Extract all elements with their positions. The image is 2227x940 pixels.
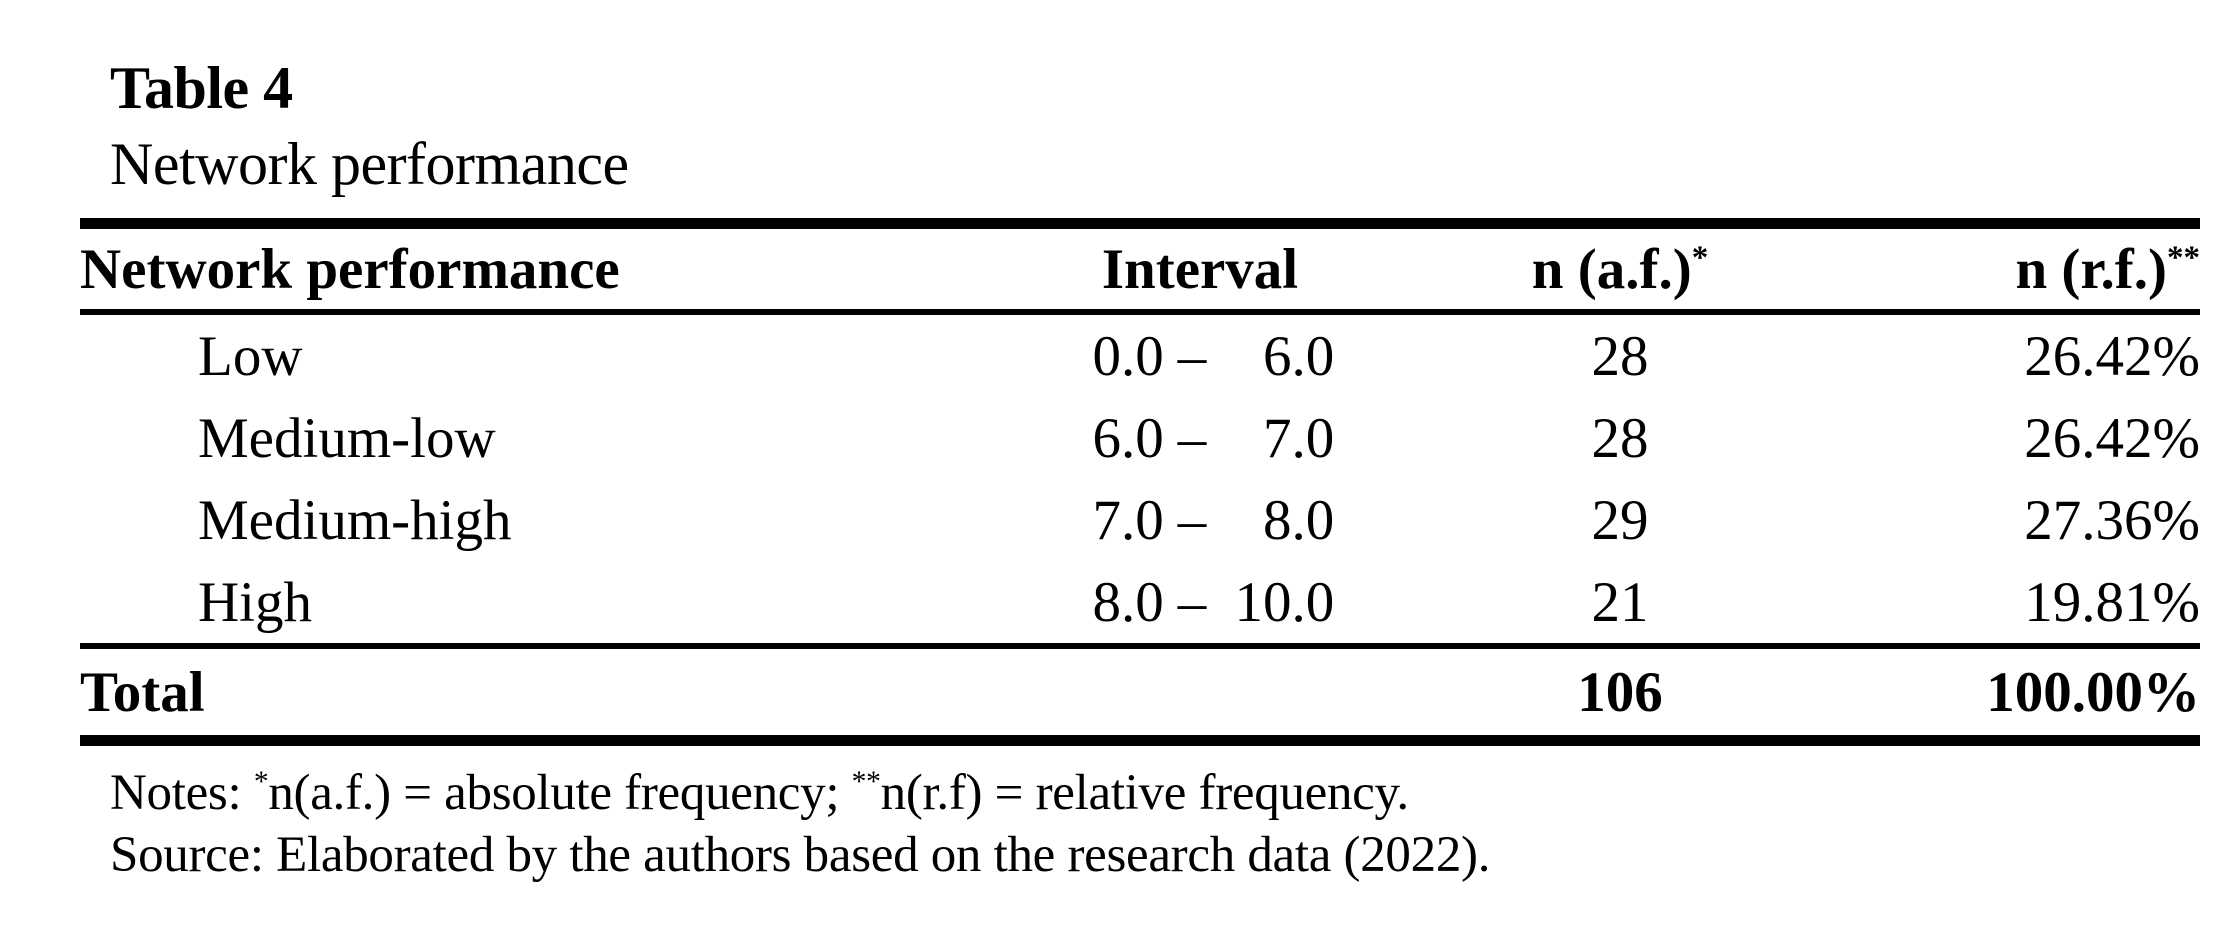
header-interval: Interval bbox=[950, 218, 1450, 315]
total-absolute-frequency: 106 bbox=[1450, 646, 1790, 746]
interval-from: 0.0 bbox=[1092, 324, 1164, 388]
network-performance-table: Network performance Interval n (a.f.)* n… bbox=[80, 218, 2200, 746]
cell-absolute-frequency: 28 bbox=[1591, 406, 1649, 470]
interval-to: 10.0 bbox=[1234, 570, 1335, 634]
interval-dash: – bbox=[1177, 488, 1207, 552]
table-row: High 8.0–10.0 21 19.81% bbox=[80, 561, 2200, 649]
interval-dash: – bbox=[1177, 406, 1207, 470]
total-interval-empty bbox=[950, 646, 1450, 746]
table-notes: Notes: *n(a.f.) = absolute frequency; **… bbox=[110, 762, 2227, 824]
header-network-performance: Network performance bbox=[80, 218, 950, 315]
row-label-medium-low: Medium-low bbox=[198, 406, 496, 470]
header-relative-frequency: n (r.f.)** bbox=[1790, 218, 2200, 315]
total-label: Total bbox=[80, 646, 950, 746]
cell-absolute-frequency: 21 bbox=[1450, 561, 1790, 649]
cell-relative-frequency: 26.42% bbox=[2024, 406, 2200, 470]
total-relative-frequency: 100.00% bbox=[1790, 646, 2200, 746]
notes-rf-asterisks: ** bbox=[851, 766, 881, 798]
header-rf-text: n (r.f.) bbox=[2015, 237, 2167, 301]
table-source: Source: Elaborated by the authors based … bbox=[110, 827, 1491, 883]
interval-to: 7.0 bbox=[1263, 406, 1335, 470]
interval-from: 7.0 bbox=[1092, 488, 1164, 552]
table-row: Medium-low 6.0–7.0 28 26.42% bbox=[80, 397, 2200, 479]
interval-to: 6.0 bbox=[1263, 324, 1335, 388]
cell-interval: 0.0–6.0 bbox=[950, 312, 1450, 397]
row-label-high: High bbox=[80, 561, 950, 649]
total-row: Total 106 100.00% bbox=[80, 646, 2200, 746]
header-row: Network performance Interval n (a.f.)* n… bbox=[80, 218, 2200, 315]
cell-relative-frequency: 26.42% bbox=[2024, 324, 2200, 388]
notes-af-asterisk: * bbox=[253, 766, 269, 798]
cell-interval: 6.0–7.0 bbox=[950, 397, 1450, 479]
table-caption: Network performance bbox=[110, 131, 629, 197]
cell-absolute-frequency: 28 bbox=[1591, 324, 1649, 388]
row-label-medium-high: Medium-high bbox=[198, 488, 512, 552]
notes-prefix: Notes: bbox=[110, 765, 254, 821]
interval-from: 8.0 bbox=[1092, 570, 1164, 634]
notes-af-definition: n(a.f.) = absolute frequency; bbox=[268, 765, 852, 821]
interval-dash: – bbox=[1177, 324, 1207, 388]
cell-absolute-frequency: 29 bbox=[1591, 488, 1649, 552]
header-af-asterisk: * bbox=[1691, 239, 1709, 276]
table-number-title: Table 4 bbox=[110, 55, 293, 121]
cell-interval: 7.0–8.0 bbox=[950, 479, 1450, 561]
header-rf-asterisks: ** bbox=[2166, 239, 2200, 276]
interval-from: 6.0 bbox=[1092, 406, 1164, 470]
header-absolute-frequency: n (a.f.)* bbox=[1450, 218, 1790, 315]
table-row: Low 0.0–6.0 28 26.42% bbox=[80, 312, 2200, 397]
cell-interval: 8.0–10.0 bbox=[950, 561, 1450, 649]
row-label-low: Low bbox=[198, 324, 303, 388]
interval-to: 8.0 bbox=[1263, 488, 1335, 552]
cell-relative-frequency: 27.36% bbox=[2024, 488, 2200, 552]
cell-relative-frequency: 19.81% bbox=[1790, 561, 2200, 649]
header-af-text: n (a.f.) bbox=[1531, 237, 1692, 301]
notes-rf-definition: n(r.f) = relative frequency. bbox=[880, 765, 1410, 821]
interval-dash: – bbox=[1177, 570, 1207, 634]
table-row: Medium-high 7.0–8.0 29 27.36% bbox=[80, 479, 2200, 561]
